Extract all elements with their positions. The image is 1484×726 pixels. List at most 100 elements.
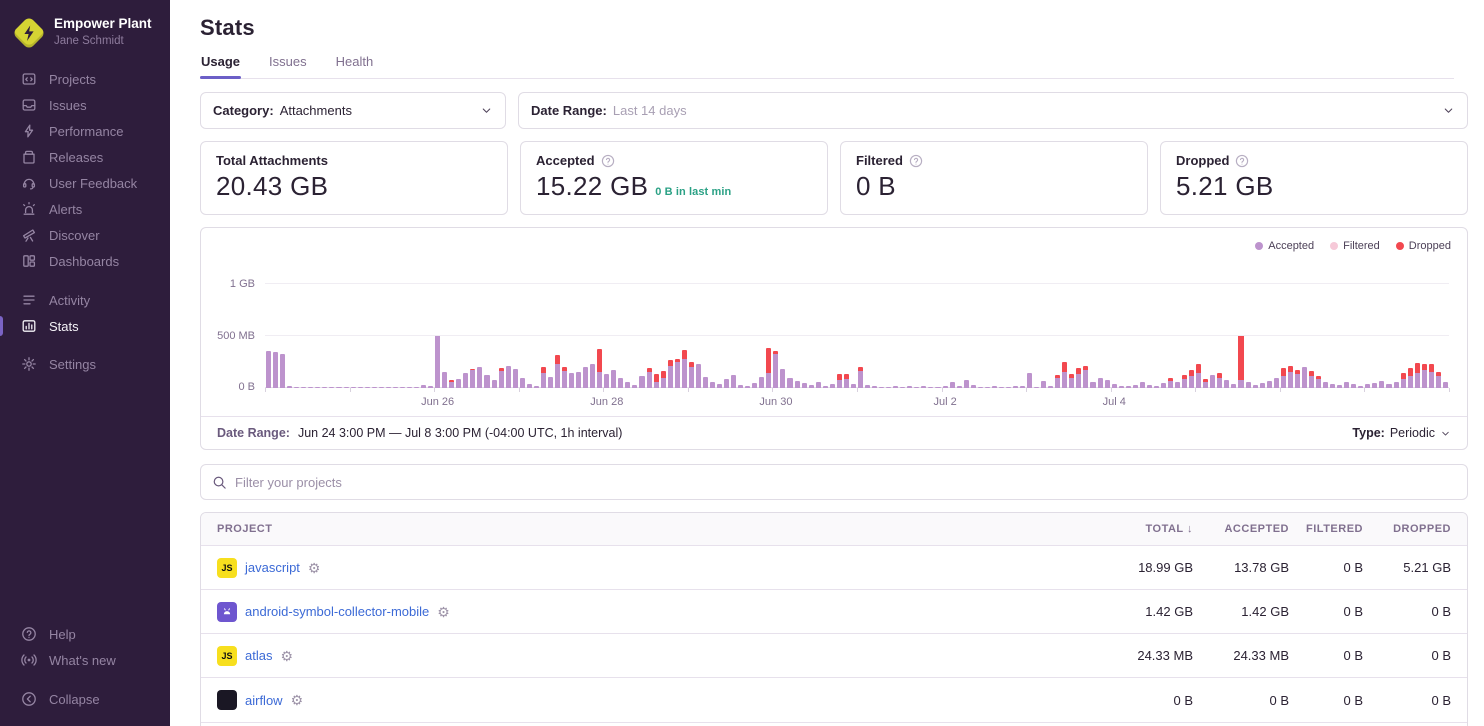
chart-bar (301, 387, 307, 388)
y-axis-label: 1 GB (229, 278, 255, 291)
chart-bar (456, 379, 462, 388)
sidebar-item-user-feedback[interactable]: User Feedback (0, 170, 170, 196)
chart-bar (836, 374, 842, 388)
question-icon[interactable] (601, 154, 615, 168)
chevron-down-icon (482, 108, 491, 113)
project-link[interactable]: atlas (245, 648, 273, 663)
chart-bar (991, 386, 997, 388)
chart-legend: Accepted Filtered Dropped (201, 228, 1467, 252)
tab-health[interactable]: Health (335, 54, 374, 69)
sidebar-item-performance[interactable]: Performance (0, 118, 170, 144)
question-icon[interactable] (1235, 154, 1249, 168)
chart-bar (1139, 382, 1145, 388)
date-range-select[interactable]: Date Range: Last 14 days (518, 92, 1468, 129)
chart-bar (421, 385, 427, 388)
chart-bar (731, 375, 737, 388)
chart-bar (1421, 364, 1427, 388)
project-filter (200, 464, 1468, 500)
chart-bar (1301, 367, 1307, 388)
chart-bar (780, 369, 786, 388)
sidebar-item-projects[interactable]: Projects (0, 66, 170, 92)
chart-bar (1027, 373, 1033, 388)
chart-bar (428, 386, 434, 388)
project-settings-gear-icon[interactable]: ⚙ (437, 603, 450, 620)
sidebar-item-issues[interactable]: Issues (0, 92, 170, 118)
sidebar-item-label: Projects (49, 71, 96, 87)
column-header-filtered[interactable]: FILTERED (1306, 523, 1363, 535)
chart-bar (970, 385, 976, 388)
project-settings-gear-icon[interactable]: ⚙ (280, 647, 294, 664)
chart-bar (1365, 384, 1371, 388)
project-link[interactable]: airflow (245, 692, 283, 708)
chevron-down-icon (1444, 108, 1453, 113)
y-axis-label: 0 B (238, 380, 255, 393)
legend-item-dropped[interactable]: Dropped (1395, 240, 1451, 252)
legend-label: Dropped (1408, 240, 1451, 252)
activity-icon (23, 295, 35, 305)
cell-accepted: 1.42 GB (1241, 604, 1289, 619)
sidebar-item-dashboards[interactable]: Dashboards (0, 248, 170, 274)
project-filter-input[interactable] (235, 474, 1456, 490)
sidebar-item-releases[interactable]: Releases (0, 144, 170, 170)
sidebar-item-what-s-new[interactable]: What's new (0, 647, 170, 673)
column-header-dropped[interactable]: DROPPED (1393, 523, 1451, 535)
chart-bar (822, 386, 828, 388)
chart-bar (1132, 385, 1138, 388)
org-name[interactable]: Empower Plant (54, 16, 156, 33)
chart-bar (590, 364, 596, 388)
chart-bar (949, 382, 955, 388)
chart-bar (1273, 378, 1279, 388)
column-header-total[interactable]: TOTAL ↓ (1145, 523, 1193, 535)
column-header-accepted[interactable]: ACCEPTED (1224, 523, 1289, 535)
legend-dot-icon (1255, 242, 1264, 250)
chart-type-value: Periodic (1389, 426, 1435, 440)
question-icon[interactable] (909, 154, 923, 168)
stat-card-accepted: Accepted 15.22 GB 0 B in last min (520, 141, 828, 215)
chart-bar (702, 377, 708, 388)
cell-dropped: 0 B (1431, 604, 1451, 619)
sidebar-item-settings[interactable]: Settings (0, 351, 170, 377)
chart-bar (829, 384, 835, 388)
tab-issues[interactable]: Issues (269, 54, 307, 69)
chart-type-select[interactable]: Type: Periodic (1352, 426, 1451, 440)
sidebar-item-activity[interactable]: Activity (0, 287, 170, 313)
chart-bar (1097, 378, 1103, 388)
legend-item-accepted[interactable]: Accepted (1255, 240, 1314, 252)
column-header-project[interactable]: PROJECT (217, 523, 273, 535)
chart-bar (385, 387, 391, 388)
project-settings-gear-icon[interactable]: ⚙ (307, 559, 321, 576)
chart-bar (1012, 386, 1019, 388)
chart-bar (1217, 373, 1223, 388)
sidebar-item-alerts[interactable]: Alerts (0, 196, 170, 222)
sidebar-item-label: Releases (49, 149, 104, 165)
chart-bar (921, 386, 927, 388)
category-select[interactable]: Category: Attachments (200, 92, 506, 129)
chart-bar (646, 368, 652, 388)
stat-card-title: Dropped (1176, 153, 1230, 168)
chart-bar (540, 367, 546, 388)
org-switcher[interactable]: Empower Plant Jane Schmidt (0, 16, 170, 66)
stat-card-dropped: Dropped 5.21 GB (1160, 141, 1468, 215)
chart-bar (1287, 366, 1293, 388)
project-settings-gear-icon[interactable]: ⚙ (290, 692, 304, 708)
chart-bar (1189, 370, 1195, 388)
sidebar-item-help[interactable]: Help (0, 621, 170, 647)
sidebar-item-label: Collapse (49, 691, 100, 707)
sidebar-item-label: Issues (49, 97, 87, 113)
platform-badge-javascript-icon: JS (217, 645, 237, 666)
chart-bar (864, 385, 871, 388)
tab-usage[interactable]: Usage (200, 54, 242, 79)
chart-bar (618, 378, 624, 388)
sidebar-item-discover[interactable]: Discover (0, 222, 170, 248)
sidebar-item-collapse[interactable]: Collapse (0, 686, 170, 712)
project-link[interactable]: javascript (245, 560, 300, 575)
stats-icon (22, 320, 36, 333)
date-range-label: Date Range: (531, 103, 607, 118)
chart-bar (378, 387, 384, 388)
sidebar-item-stats[interactable]: Stats (0, 313, 170, 339)
chart-type-label: Type: (1352, 426, 1385, 440)
project-link[interactable]: android-symbol-collector-mobile (245, 604, 430, 619)
legend-item-filtered[interactable]: Filtered (1330, 240, 1380, 252)
chart-bar (914, 387, 920, 388)
chart-bar (695, 364, 701, 388)
